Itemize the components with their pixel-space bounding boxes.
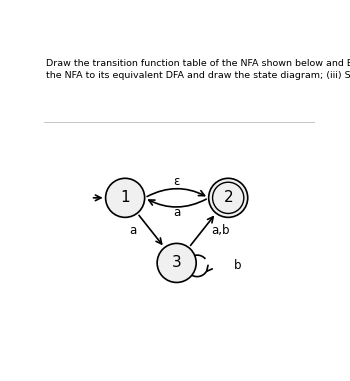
Text: a: a — [173, 206, 180, 219]
Text: 1: 1 — [120, 190, 130, 205]
Circle shape — [209, 178, 248, 217]
Text: a,b: a,b — [211, 224, 229, 237]
Text: b: b — [234, 259, 242, 272]
Circle shape — [157, 243, 196, 282]
Text: 3: 3 — [172, 255, 182, 271]
Text: a: a — [130, 224, 137, 237]
Text: Draw the transition function table of the NFA shown below and E of each state; (: Draw the transition function table of th… — [47, 59, 350, 80]
Text: ε: ε — [174, 175, 180, 188]
Text: 2: 2 — [223, 190, 233, 205]
Circle shape — [106, 178, 145, 217]
